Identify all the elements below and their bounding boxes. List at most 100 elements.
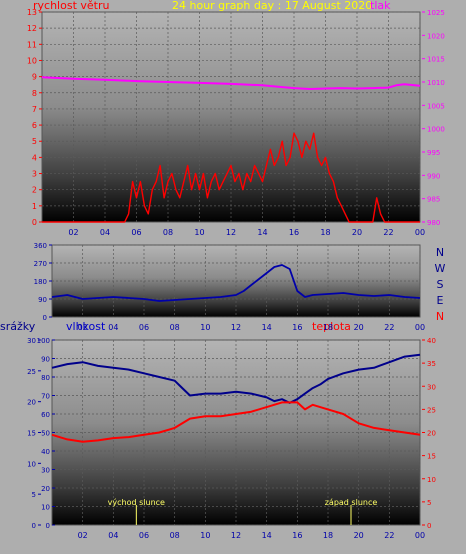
humidity-temp-x-tick-label: 04 bbox=[108, 531, 118, 540]
pressure-axis-tick-label: 1025 bbox=[427, 9, 445, 17]
wind-speed-axis-tick-label: 11 bbox=[27, 40, 37, 49]
compass-label: S bbox=[437, 278, 444, 291]
pressure-axis-tick-label: 990 bbox=[427, 172, 440, 180]
direction-x-tick-label: 14 bbox=[262, 323, 272, 332]
rain-axis-tick-label: 5 bbox=[32, 491, 36, 499]
wind-pressure-x-tick-label: 22 bbox=[383, 228, 393, 237]
humidity-temp-x-tick-label: 12 bbox=[231, 531, 241, 540]
wind-speed-axis-tick-label: 3 bbox=[32, 170, 37, 179]
humidity-axis-tick-label: 80 bbox=[41, 374, 50, 382]
direction-x-tick-label: 08 bbox=[170, 323, 180, 332]
pressure-line bbox=[41, 76, 421, 90]
temperature-axis-tick-label: 15 bbox=[427, 453, 436, 461]
pressure-axis-tick-label: 1015 bbox=[427, 56, 445, 64]
wind-pressure-x-tick-label: 10 bbox=[194, 228, 204, 237]
humidity-axis-tick-label: 60 bbox=[41, 411, 50, 419]
humidity-axis-tick-label: 90 bbox=[41, 356, 50, 364]
temperature-axis-tick-label: 0 bbox=[427, 522, 431, 530]
wind-speed-axis-tick-label: 0 bbox=[32, 218, 37, 227]
humidity-axis-tick-label: 30 bbox=[41, 467, 50, 475]
humidity-temp-x-tick-label: 00 bbox=[415, 531, 425, 540]
rain-axis-tick-label: 20 bbox=[27, 399, 36, 407]
direction-x-tick-label: 20 bbox=[354, 323, 364, 332]
direction-x-tick-label: 12 bbox=[231, 323, 241, 332]
humidity-temp-x-tick-label: 20 bbox=[354, 531, 364, 540]
temperature-axis-tick-label: 25 bbox=[427, 406, 436, 414]
rain-axis-tick-label: 30 bbox=[27, 337, 36, 345]
temperature-axis-tick-label: 35 bbox=[427, 360, 436, 368]
humidity-axis-tick-label: 10 bbox=[41, 504, 50, 512]
direction-x-tick-label: 10 bbox=[200, 323, 210, 332]
temperature-axis-tick-label: 5 bbox=[427, 499, 431, 507]
pressure-axis-tick-label: 1010 bbox=[427, 79, 445, 87]
direction-axis-tick-label: 360 bbox=[34, 242, 47, 250]
rain-axis-tick-label: 10 bbox=[27, 460, 36, 468]
direction-x-tick-label: 04 bbox=[108, 323, 118, 332]
wind-pressure-x-tick-label: 02 bbox=[68, 228, 78, 237]
rain-axis-title: srážky bbox=[0, 320, 36, 333]
compass-label: N bbox=[436, 246, 444, 259]
humidity-axis-tick-label: 100 bbox=[37, 337, 50, 345]
temperature-axis-tick-label: 30 bbox=[427, 383, 436, 391]
wind-pressure-x-tick-label: 08 bbox=[163, 228, 173, 237]
temperature-axis-title: teplota bbox=[312, 320, 351, 333]
direction-axis-tick-label: 90 bbox=[38, 296, 47, 304]
humidity-temp-x-tick-label: 10 bbox=[200, 531, 210, 540]
humidity-axis-tick-label: 0 bbox=[46, 522, 50, 530]
wind-speed-axis-title: rychlost větru bbox=[33, 0, 109, 12]
temperature-line bbox=[51, 401, 421, 443]
wind-speed-axis-tick-label: 13 bbox=[27, 8, 37, 17]
wind-pressure-x-tick-label: 00 bbox=[415, 228, 425, 237]
compass-label: W bbox=[435, 262, 446, 275]
rain-axis-tick-label: 15 bbox=[27, 430, 36, 438]
pressure-axis-tick-label: 980 bbox=[427, 219, 440, 227]
chart-title: 24 hour graph day : 17 August 2020 bbox=[172, 0, 372, 12]
compass-label: N bbox=[436, 310, 444, 323]
humidity-temp-x-tick-label: 22 bbox=[384, 531, 394, 540]
pressure-axis-tick-label: 1020 bbox=[427, 32, 445, 40]
temperature-axis-tick-label: 20 bbox=[427, 430, 436, 438]
humidity-temp-x-tick-label: 16 bbox=[292, 531, 302, 540]
wind-pressure-x-tick-label: 12 bbox=[226, 228, 236, 237]
pressure-axis-tick-label: 995 bbox=[427, 149, 440, 157]
wind-pressure-x-tick-label: 06 bbox=[131, 228, 141, 237]
humidity-temp-x-tick-label: 14 bbox=[262, 531, 272, 540]
rain-axis-tick-label: 0 bbox=[32, 522, 36, 530]
sunrise-label: východ slunce bbox=[108, 498, 165, 507]
sunset-label: západ slunce bbox=[325, 498, 378, 507]
wind-speed-axis-tick-label: 6 bbox=[32, 121, 37, 130]
direction-x-tick-label: 22 bbox=[384, 323, 394, 332]
wind-pressure-x-tick-label: 20 bbox=[352, 228, 362, 237]
direction-x-tick-label: 18 bbox=[323, 323, 333, 332]
humidity-line bbox=[51, 353, 421, 404]
direction-axis-tick-label: 180 bbox=[34, 278, 47, 286]
wind-speed-axis-tick-label: 12 bbox=[27, 24, 37, 33]
direction-axis-tick-label: 270 bbox=[34, 260, 47, 268]
wind-speed-axis-tick-label: 8 bbox=[32, 89, 37, 98]
temperature-axis-tick-label: 40 bbox=[427, 337, 436, 345]
direction-axis-tick-label: 0 bbox=[43, 314, 47, 322]
wind-direction-line bbox=[51, 264, 421, 302]
pressure-axis-tick-label: 1005 bbox=[427, 102, 445, 110]
direction-x-tick-label: 02 bbox=[78, 323, 88, 332]
direction-x-tick-label: 16 bbox=[292, 323, 302, 332]
humidity-temp-x-tick-label: 18 bbox=[323, 531, 333, 540]
wind-speed-axis-tick-label: 9 bbox=[32, 73, 37, 82]
wind-pressure-x-tick-label: 04 bbox=[100, 228, 110, 237]
humidity-axis-tick-label: 50 bbox=[41, 430, 50, 438]
humidity-axis-tick-label: 70 bbox=[41, 393, 50, 401]
humidity-temp-x-tick-label: 02 bbox=[78, 531, 88, 540]
wind-pressure-x-tick-label: 16 bbox=[289, 228, 299, 237]
pressure-axis-tick-label: 1000 bbox=[427, 126, 445, 134]
humidity-axis-tick-label: 40 bbox=[41, 448, 50, 456]
temperature-axis-tick-label: 10 bbox=[427, 476, 436, 484]
wind-speed-axis-tick-label: 7 bbox=[32, 105, 37, 114]
wind-pressure-x-tick-label: 14 bbox=[257, 228, 267, 237]
humidity-axis-tick-label: 20 bbox=[41, 485, 50, 493]
humidity-temp-x-tick-label: 08 bbox=[170, 531, 180, 540]
compass-label: E bbox=[437, 294, 444, 307]
wind-speed-axis-tick-label: 2 bbox=[32, 186, 37, 195]
